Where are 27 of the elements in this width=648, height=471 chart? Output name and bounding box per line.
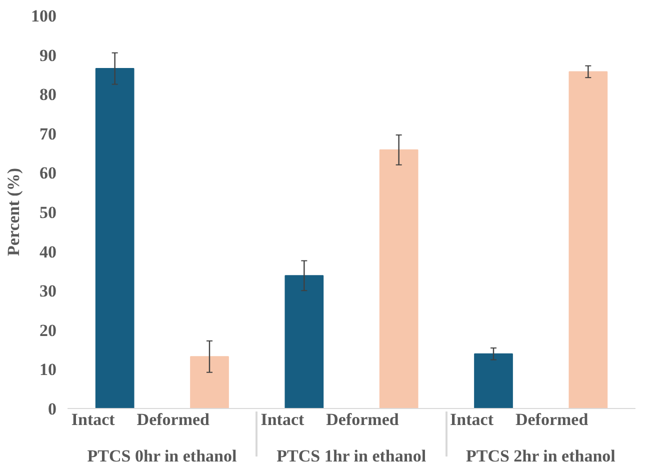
x-tick-label: Deformed	[136, 410, 210, 429]
x-tick-label: Intact	[71, 410, 116, 429]
bar	[95, 68, 134, 408]
x-tick-label: Intact	[450, 410, 494, 429]
x-tick-label: Deformed	[326, 410, 400, 429]
y-tick-label: 70	[40, 124, 56, 144]
text: PTCS 1hr in ethanol	[276, 446, 426, 466]
y-tick-label: 30	[40, 282, 56, 301]
x-tick-label: Intact	[260, 410, 305, 429]
bar	[379, 149, 418, 408]
y-tick-label: 10	[40, 360, 56, 380]
y-tick-label: 80	[40, 85, 56, 104]
x-tick-label: Deformed	[515, 410, 589, 429]
text: PTCS 2hr in ethanol	[466, 446, 616, 466]
bar	[284, 275, 324, 408]
y-tick-label: 40	[40, 242, 56, 262]
y-tick-label: 50	[40, 203, 56, 222]
y-axis-title: Percent (%)	[4, 168, 23, 256]
y-tick-label: 90	[40, 46, 56, 65]
bar	[568, 71, 608, 408]
y-tick-label: 100	[31, 6, 56, 26]
y-tick-label: 20	[40, 320, 56, 340]
bar	[190, 356, 229, 408]
bar	[474, 353, 513, 408]
text: PTCS 0hr in ethanol	[87, 446, 237, 466]
y-tick-label: 60	[40, 164, 56, 183]
y-tick-label: 0	[48, 400, 56, 418]
